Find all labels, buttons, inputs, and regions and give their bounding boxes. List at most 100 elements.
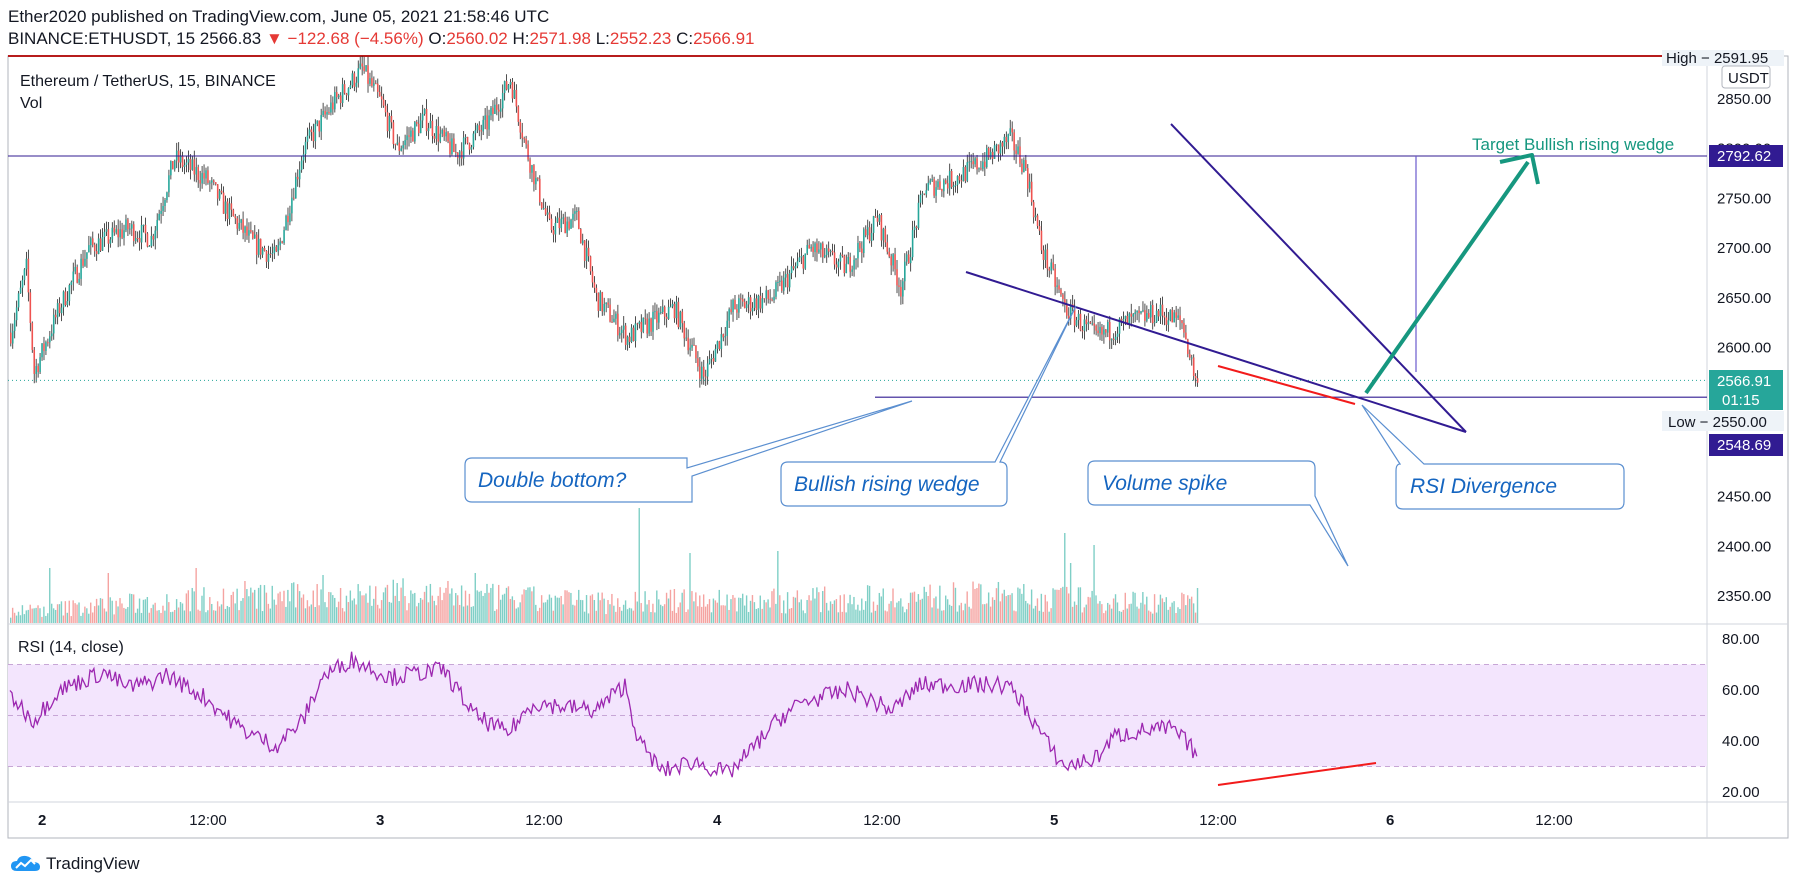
- volume-bar: [736, 611, 738, 623]
- volume-bar: [1155, 612, 1158, 623]
- price-divergence-line[interactable]: [1217, 365, 1356, 405]
- volume-bar: [550, 597, 553, 623]
- volume-bar: [365, 593, 367, 623]
- volume-bar: [1095, 595, 1097, 623]
- volume-bar: [447, 580, 449, 623]
- volume-bar: [1083, 607, 1085, 623]
- target-arrow-head[interactable]: [1499, 153, 1540, 185]
- candle: [170, 160, 172, 180]
- candle: [414, 120, 416, 144]
- volume-bar: [523, 589, 525, 623]
- candle: [812, 241, 814, 258]
- volume-bar: [658, 599, 660, 623]
- volume-bar: [743, 605, 746, 623]
- candle: [779, 271, 781, 287]
- candle: [987, 146, 990, 160]
- candle: [318, 120, 321, 138]
- volume-bar: [888, 603, 890, 623]
- candle: [154, 225, 157, 250]
- candle: [392, 119, 395, 149]
- candle: [47, 338, 49, 347]
- volume-bar: [1079, 587, 1082, 623]
- volume-bar: [392, 579, 394, 623]
- candle: [605, 302, 607, 313]
- candle: [529, 157, 531, 179]
- volume-bar: [125, 608, 127, 623]
- volume-bar: [925, 591, 927, 623]
- callout-rsi-divergence[interactable]: [1361, 404, 1625, 510]
- volume-bar: [162, 605, 164, 623]
- volume-bar: [259, 584, 262, 623]
- volume-bar: [833, 600, 836, 623]
- volume-bar: [931, 607, 933, 623]
- volume-bar: [332, 595, 334, 623]
- volume-bar: [927, 595, 929, 623]
- candle: [558, 208, 561, 235]
- volume-bar: [732, 595, 734, 623]
- volume-bar: [1089, 597, 1091, 623]
- volume-bar: [1175, 613, 1177, 623]
- volume-bar: [919, 599, 922, 623]
- tradingview-logo[interactable]: TradingView: [10, 854, 140, 874]
- volume-bar: [818, 592, 820, 623]
- volume-bar: [15, 615, 18, 623]
- volume-bar: [324, 602, 326, 623]
- volume-bar: [609, 604, 611, 623]
- candle: [246, 218, 248, 240]
- volume-bar: [480, 590, 482, 623]
- candle: [127, 217, 129, 236]
- volume-bar: [1009, 594, 1011, 623]
- volume-bar: [97, 605, 100, 623]
- volume-bar: [757, 608, 760, 623]
- volume-bar: [494, 610, 496, 623]
- candle: [1042, 245, 1045, 270]
- candle: [730, 299, 732, 315]
- callout-wedge[interactable]: [780, 305, 1077, 507]
- volume-bar: [747, 611, 750, 623]
- candle: [1099, 321, 1101, 341]
- volume-bar: [117, 606, 119, 623]
- volume-bar: [296, 584, 299, 623]
- unit-box[interactable]: [1721, 65, 1771, 89]
- volume-bar: [1173, 601, 1175, 623]
- candle: [93, 242, 96, 257]
- candle: [695, 345, 697, 364]
- wedge-upper-line[interactable]: [1170, 123, 1467, 433]
- volume-bar: [763, 599, 765, 623]
- candle: [70, 280, 73, 295]
- candle: [322, 102, 324, 118]
- volume-bar: [874, 610, 877, 623]
- candle: [177, 142, 180, 173]
- candle: [652, 305, 654, 340]
- candle: [1157, 308, 1160, 322]
- candle: [1134, 309, 1136, 323]
- volume-bar: [1056, 589, 1058, 623]
- callout-volume-spike[interactable]: [1087, 460, 1349, 567]
- volume-bar: [76, 604, 78, 623]
- target-arrow-shaft[interactable]: [1364, 160, 1530, 395]
- candle: [909, 247, 912, 272]
- candle: [191, 155, 194, 171]
- volume-bar: [786, 592, 789, 623]
- candle: [417, 116, 420, 137]
- volume-bar: [675, 612, 678, 623]
- candle: [410, 126, 412, 143]
- candle: [929, 178, 931, 185]
- candle: [989, 147, 992, 160]
- candle: [27, 249, 30, 302]
- candle: [113, 220, 116, 236]
- volume-bar: [1069, 563, 1072, 623]
- rsi-divergence-line[interactable]: [1217, 762, 1377, 786]
- volume-bar: [579, 599, 582, 623]
- drawings[interactable]: Double bottom? Bullish rising wedge Volu…: [464, 123, 1674, 786]
- volume-bar: [710, 612, 713, 623]
- volume-bar: [558, 597, 560, 623]
- open-value: 2560.02: [446, 29, 508, 48]
- volume-bar: [451, 588, 453, 623]
- wedge-lower-line[interactable]: [965, 271, 1467, 433]
- candle: [1138, 306, 1140, 323]
- volume-bar: [488, 592, 490, 623]
- callout-double-bottom[interactable]: [464, 400, 913, 503]
- candle: [505, 74, 508, 91]
